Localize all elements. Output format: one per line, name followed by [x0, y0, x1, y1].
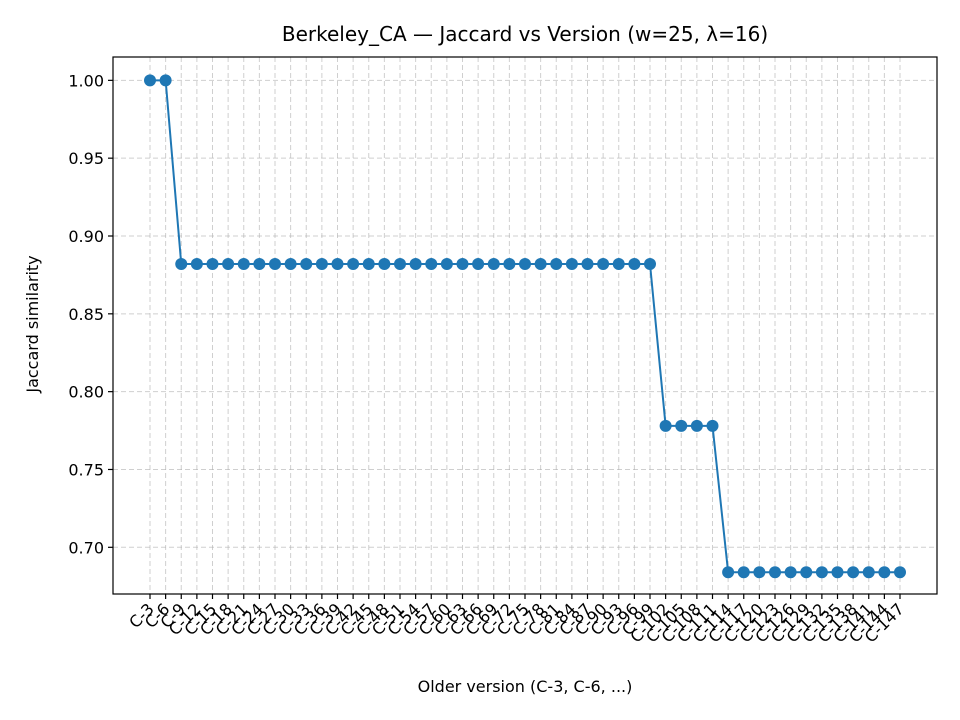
data-point [190, 258, 203, 271]
data-point [737, 566, 750, 579]
data-point [456, 258, 469, 271]
data-point [331, 258, 344, 271]
data-point [159, 74, 172, 87]
y-axis-title: Jaccard similarity [23, 255, 42, 393]
data-point [253, 258, 266, 271]
data-point [425, 258, 438, 271]
data-point [519, 258, 531, 271]
data-point [206, 258, 219, 271]
data-point [222, 258, 235, 271]
data-point [315, 258, 328, 271]
data-point [847, 566, 860, 579]
data-point [472, 258, 485, 271]
data-point [300, 258, 313, 271]
x-axis-title: Older version (C-3, C-6, ...) [418, 677, 633, 696]
data-point [769, 566, 781, 579]
grid [113, 57, 937, 594]
data-point [722, 566, 735, 579]
data-point [659, 419, 672, 432]
data-point [800, 566, 813, 579]
y-tick-label: 1.00 [68, 71, 104, 90]
data-point [565, 258, 578, 271]
data-point [597, 258, 610, 271]
series-line [144, 74, 906, 579]
data-point [237, 258, 250, 271]
data-point [550, 258, 563, 271]
data-point [612, 258, 625, 271]
data-point [581, 258, 594, 271]
y-tick-label: 0.70 [68, 538, 104, 557]
data-point [878, 566, 891, 579]
data-point [753, 566, 766, 579]
data-point [862, 566, 875, 579]
data-point [269, 258, 281, 271]
chart-title: Berkeley_CA — Jaccard vs Version (w=25, … [282, 22, 768, 46]
data-point [503, 258, 516, 271]
data-point [284, 258, 297, 271]
y-tick-label: 0.90 [68, 227, 104, 246]
data-point [675, 419, 688, 432]
data-point [894, 566, 906, 579]
y-tick-label: 0.95 [68, 149, 104, 168]
data-point [394, 258, 406, 271]
data-point [487, 258, 500, 271]
data-point [706, 419, 719, 432]
y-tick-label: 0.80 [68, 383, 104, 402]
data-point [831, 566, 844, 579]
axes: 0.700.750.800.850.900.951.00C-3C-6C-9C-1… [68, 56, 938, 646]
data-point [347, 258, 360, 271]
data-point [644, 258, 656, 271]
data-point [784, 566, 797, 579]
y-tick-label: 0.85 [68, 305, 104, 324]
data-point [409, 258, 422, 271]
data-point [815, 566, 828, 579]
data-point [362, 258, 375, 271]
y-tick-label: 0.75 [68, 460, 104, 479]
data-point [378, 258, 391, 271]
data-point [144, 74, 156, 87]
data-point [534, 258, 547, 271]
data-point [690, 419, 703, 432]
data-point [175, 258, 188, 271]
data-point [628, 258, 641, 271]
data-point [440, 258, 453, 271]
